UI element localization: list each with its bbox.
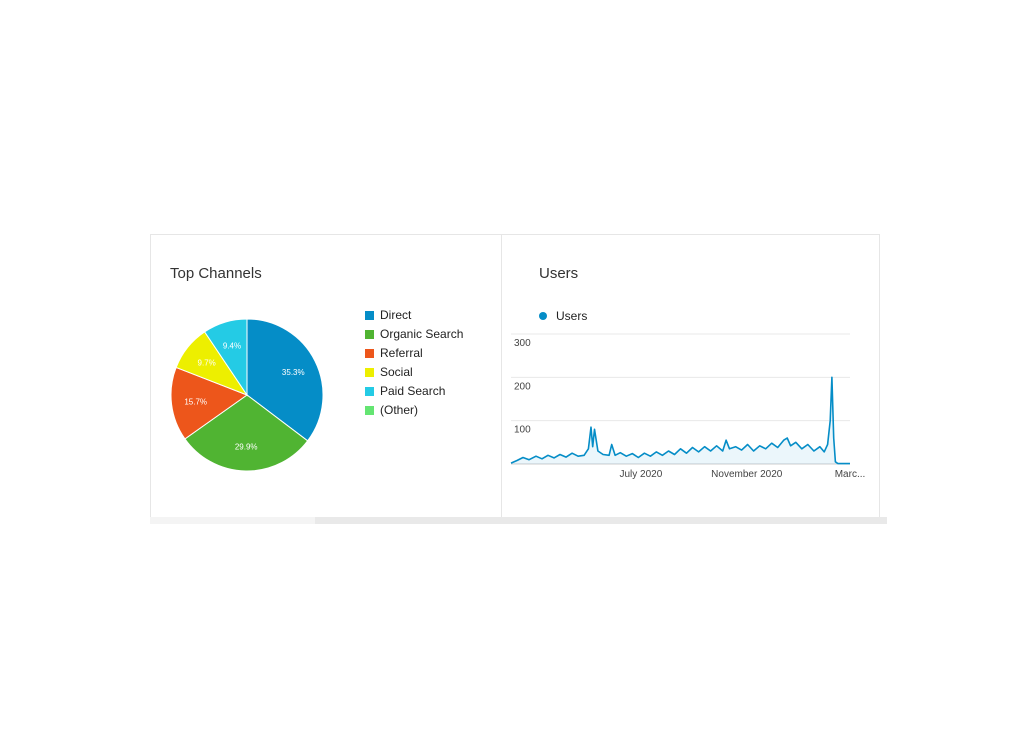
legend-label: Organic Search [380,327,464,341]
users-legend[interactable]: Users [539,309,587,323]
legend-swatch [365,330,374,339]
legend-item-other[interactable]: (Other) [365,401,463,420]
legend-swatch [365,349,374,358]
top-channels-card: Top Channels 35.3% 29.9% 15.7% 9.7% 9.4% Dir… [150,234,502,518]
horizontal-scrollbar[interactable] [150,517,887,524]
legend-label: Direct [380,308,412,322]
users-legend-label: Users [556,309,588,323]
legend-swatch [365,368,374,377]
legend-item-social[interactable]: Social [365,363,463,382]
pie-slice-direct[interactable] [246,318,324,442]
legend-label: Paid Search [380,384,446,398]
legend-label: (Other) [380,403,419,417]
pie-slice-paid-search[interactable] [203,318,248,397]
pie-slice-label: 9.4% [223,342,241,351]
x-tick-label: Marc... [835,469,866,480]
top-channels-legend: Direct Organic Search Referral Social Paid S… [365,306,463,420]
legend-swatch [365,406,374,415]
x-tick-label: November 2020 [711,469,783,480]
users-line-chart[interactable]: 300 200 100 July 2020 November 2020 Marc... [502,295,880,485]
users-title: Users [539,265,579,282]
pie-slice-label: 35.3% [282,368,305,377]
pie-slice-referral[interactable] [170,366,249,440]
legend-item-paid-search[interactable]: Paid Search [365,382,463,401]
pie-slice-label: 29.9% [235,443,258,452]
users-legend-dot [539,312,547,320]
users-series-line[interactable] [510,376,850,465]
top-channels-title: Top Channels [170,265,262,282]
legend-item-referral[interactable]: Referral [365,344,463,363]
legend-item-organic-search[interactable]: Organic Search [365,325,463,344]
top-channels-pie-chart[interactable]: 35.3% 29.9% 15.7% 9.7% 9.4% [169,317,325,473]
y-tick-label: 300 [514,338,531,349]
x-tick-label: July 2020 [620,469,663,480]
pie-slice-label: 9.7% [198,359,216,368]
pie-slice-organic-search[interactable] [184,394,309,472]
pie-slice-label: 15.7% [184,397,207,406]
y-tick-label: 200 [514,381,531,392]
users-card: Users Users 300 200 100 July 2020 November 2… [502,234,880,518]
legend-label: Referral [380,346,423,360]
legend-swatch [365,387,374,396]
legend-item-direct[interactable]: Direct [365,306,463,325]
legend-swatch [365,311,374,320]
legend-label: Social [380,365,413,379]
y-tick-label: 100 [514,425,531,436]
scrollbar-thumb[interactable] [150,517,315,524]
